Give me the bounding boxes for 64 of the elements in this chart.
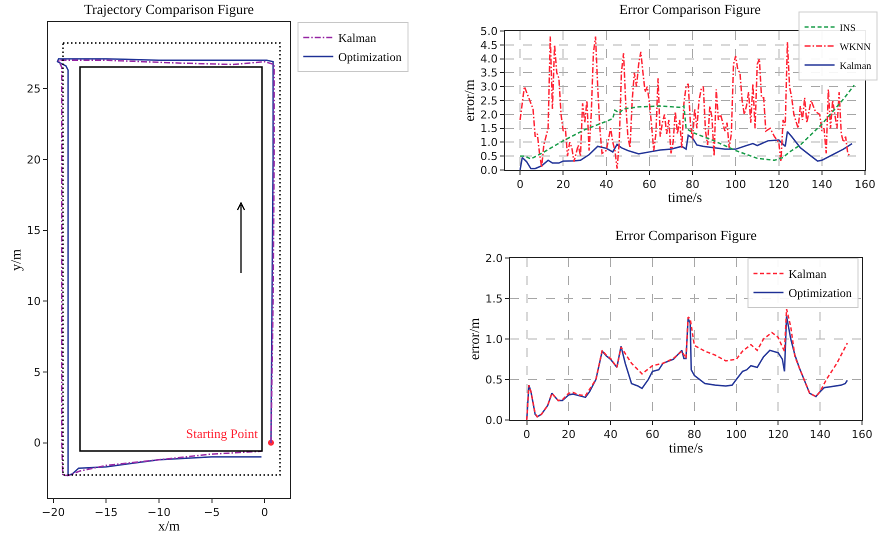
y-tick-label: 10 bbox=[26, 294, 41, 308]
x-tick-label: 80 bbox=[687, 428, 702, 442]
y-tick-label: 2.0 bbox=[485, 252, 503, 265]
x-tick-label: −5 bbox=[204, 506, 220, 520]
y-tick-label: 3.0 bbox=[480, 80, 498, 94]
line-series bbox=[519, 130, 853, 170]
x-tick-label: 20 bbox=[562, 428, 576, 442]
x-axis-title: time/s bbox=[668, 191, 702, 206]
x-tick-label: 120 bbox=[768, 178, 790, 192]
y-tick-label: 1.0 bbox=[480, 136, 498, 150]
y-axis-title: error/m bbox=[462, 79, 478, 122]
x-tick-label: −15 bbox=[94, 506, 118, 520]
legend-label: Kalman bbox=[338, 31, 376, 46]
legend-label: WKNN bbox=[840, 42, 871, 53]
y-tick-label: 5.0 bbox=[480, 24, 498, 38]
y-tick-label: 1.5 bbox=[480, 122, 498, 136]
x-tick-label: 80 bbox=[686, 178, 700, 192]
legend-label: Kalman bbox=[788, 267, 826, 282]
y-axis-title: y/m bbox=[9, 249, 24, 271]
line-series bbox=[519, 84, 855, 162]
x-tick-label: 0 bbox=[261, 506, 268, 520]
y-tick-label: 15 bbox=[26, 224, 41, 238]
x-tick-label: 40 bbox=[599, 178, 614, 192]
x-tick-label: 160 bbox=[852, 428, 872, 442]
y-tick-label: 0.0 bbox=[480, 164, 498, 177]
x-tick-label: 0 bbox=[523, 428, 530, 442]
chart-title: Error Comparison Figure bbox=[615, 228, 757, 244]
y-tick-label: 0.5 bbox=[480, 150, 498, 163]
y-tick-label: 1.5 bbox=[485, 292, 503, 306]
y-tick-label: 1.0 bbox=[485, 332, 503, 346]
x-tick-label: −10 bbox=[147, 506, 171, 520]
legend-label: Kalman bbox=[840, 60, 872, 72]
annotation: Starting Point bbox=[186, 426, 258, 441]
x-tick-label: 160 bbox=[854, 178, 876, 192]
x-tick-label: 140 bbox=[811, 178, 832, 192]
y-tick-label: 4.5 bbox=[480, 38, 498, 52]
x-tick-label: 0 bbox=[516, 178, 524, 192]
x-axis-title: time/s bbox=[668, 442, 704, 456]
x-tick-label: 100 bbox=[725, 178, 746, 192]
x-tick-label: 60 bbox=[642, 178, 656, 192]
x-tick-label: 140 bbox=[810, 428, 831, 442]
y-tick-label: 5 bbox=[34, 366, 41, 379]
y-tick-label: 0 bbox=[34, 436, 41, 450]
chart-title: Trajectory Comparison Figure bbox=[84, 2, 254, 18]
y-tick-label: 4.0 bbox=[480, 52, 498, 66]
x-tick-label: 120 bbox=[768, 428, 789, 442]
x-tick-label: 20 bbox=[556, 178, 570, 192]
x-tick-label: 100 bbox=[726, 428, 747, 442]
y-tick-label: 0.0 bbox=[485, 414, 503, 427]
chart-title: Error Comparison Figure bbox=[619, 2, 761, 18]
y-tick-label: 25 bbox=[26, 82, 41, 96]
y-tick-label: 2.5 bbox=[480, 94, 498, 108]
legend-label: Optimization bbox=[338, 50, 402, 64]
y-tick-label: 20 bbox=[26, 153, 41, 166]
y-tick-label: 3.5 bbox=[480, 66, 498, 80]
x-axis-title: x/m bbox=[158, 520, 180, 534]
y-tick-label: 2.0 bbox=[480, 108, 498, 122]
legend-label: INS bbox=[840, 22, 856, 34]
y-axis-title: error/m bbox=[468, 318, 483, 360]
y-tick-label: 0.5 bbox=[485, 373, 503, 386]
legend-label: Optimization bbox=[788, 286, 852, 300]
x-tick-label: 40 bbox=[604, 428, 618, 442]
x-tick-label: −20 bbox=[42, 506, 65, 520]
x-tick-label: 60 bbox=[645, 428, 660, 442]
